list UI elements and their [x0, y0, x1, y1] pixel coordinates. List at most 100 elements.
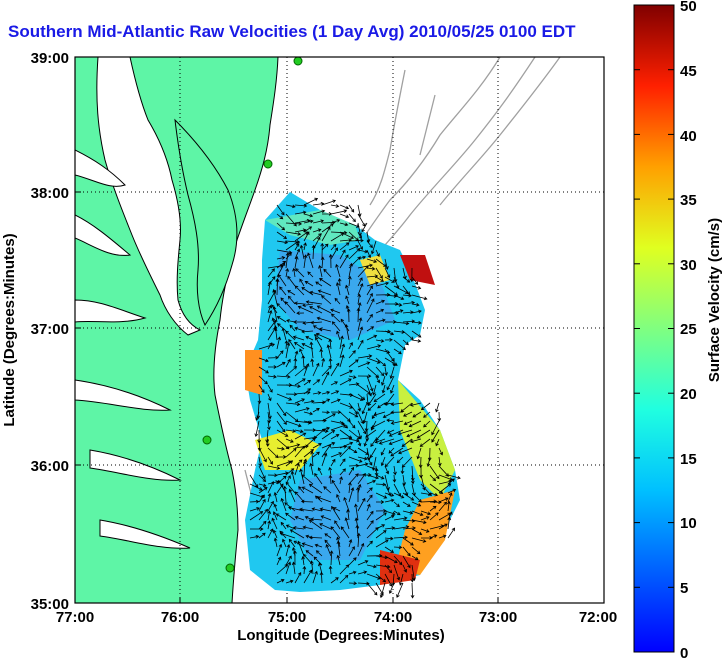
velocity-arrow — [357, 560, 369, 566]
velocity-arrow — [301, 474, 314, 485]
velocity-arrow — [348, 402, 358, 415]
velocity-arrow — [429, 512, 439, 521]
velocity-arrow — [276, 420, 286, 433]
velocity-arrow — [272, 288, 278, 305]
velocity-arrow — [401, 456, 413, 468]
y-axis-label: Latitude (Degrees:Minutes) — [1, 233, 18, 426]
velocity-arrow — [302, 321, 314, 325]
velocity-arrow — [375, 474, 385, 480]
velocity-arrow — [296, 311, 305, 316]
velocity-arrow — [285, 468, 295, 476]
velocity-arrow — [293, 357, 298, 368]
velocity-arrow — [280, 521, 287, 530]
y-tick-label: 35:00 — [31, 596, 69, 613]
colorbar-tick-label: 40 — [680, 128, 697, 145]
velocity-arrow — [276, 336, 281, 350]
velocity-arrow — [339, 242, 350, 251]
velocity-arrow — [303, 388, 311, 395]
velocity-arrow — [379, 582, 386, 599]
velocity-arrow — [393, 492, 405, 499]
velocity-arrow — [311, 507, 323, 512]
velocity-arrow — [279, 532, 296, 539]
velocity-arrow — [329, 550, 334, 566]
velocity-arrow — [249, 483, 263, 491]
velocity-arrow — [388, 429, 404, 437]
velocity-arrow — [294, 445, 305, 458]
velocity-arrow — [348, 481, 352, 494]
velocity-arrow — [303, 242, 307, 251]
velocity-arrow — [276, 543, 283, 557]
velocity-arrow — [375, 281, 390, 287]
velocity-arrow — [321, 452, 328, 467]
velocity-arrow — [420, 528, 430, 533]
velocity-arrow — [330, 458, 336, 467]
velocity-arrow — [384, 514, 395, 521]
velocity-arrow — [357, 472, 366, 485]
velocity-arrow — [315, 550, 323, 557]
velocity-arrow — [267, 393, 272, 402]
velocity-arrow — [366, 326, 375, 332]
velocity-arrow — [315, 336, 323, 350]
velocity-arrow — [309, 306, 323, 314]
velocity-arrow — [276, 316, 287, 323]
velocity-arrow — [366, 479, 377, 485]
velocity-arrow — [285, 268, 290, 278]
velocity-arrow — [299, 244, 305, 260]
velocity-arrow — [276, 455, 287, 459]
velocity-arrow — [339, 369, 353, 377]
velocity-arrow — [279, 286, 287, 296]
velocity-arrow — [406, 429, 422, 438]
velocity-arrow — [303, 254, 308, 269]
velocity-arrow — [384, 546, 395, 553]
velocity-arrow — [330, 398, 341, 404]
velocity-arrow — [295, 268, 305, 278]
velocity-arrow — [384, 258, 389, 270]
velocity-arrow — [314, 543, 323, 548]
velocity-arrow — [355, 524, 360, 539]
velocity-arrow — [312, 219, 325, 224]
velocity-arrow — [285, 555, 292, 566]
velocity-arrow — [312, 408, 320, 413]
velocity-arrow — [366, 573, 381, 580]
velocity-arrow — [294, 459, 303, 467]
velocity-arrow — [287, 295, 296, 305]
velocity-arrow — [267, 500, 274, 512]
velocity-arrow — [318, 264, 323, 278]
velocity-arrow — [416, 447, 422, 460]
velocity-arrow — [410, 573, 415, 583]
velocity-arrow — [321, 199, 337, 206]
velocity-arrow — [402, 555, 411, 569]
velocity-arrow — [297, 540, 305, 557]
velocity-arrow — [357, 570, 368, 575]
velocity-arrow — [267, 456, 273, 465]
velocity-arrow — [384, 465, 390, 475]
velocity-arrow — [384, 337, 393, 342]
velocity-arrow — [258, 487, 268, 494]
velocity-arrow — [285, 252, 290, 269]
velocity-arrow — [366, 456, 373, 466]
velocity-arrow — [348, 375, 357, 379]
velocity-arrow — [357, 263, 373, 269]
velocity-arrow — [285, 384, 301, 389]
velocity-arrow — [309, 560, 314, 575]
velocity-arrow — [307, 271, 314, 278]
velocity-arrow — [287, 275, 296, 287]
velocity-arrow — [363, 438, 368, 447]
velocity-arrow — [276, 256, 286, 260]
velocity-arrow — [410, 582, 415, 599]
velocity-arrow — [294, 210, 307, 215]
velocity-arrow — [420, 510, 432, 516]
velocity-arrow — [312, 428, 326, 440]
velocity-arrow — [288, 488, 296, 503]
velocity-arrow — [328, 338, 333, 350]
velocity-arrow — [294, 390, 311, 395]
velocity-arrow — [316, 316, 332, 323]
velocity-arrow — [390, 420, 404, 425]
velocity-arrow — [429, 492, 439, 497]
velocity-arrow — [356, 486, 360, 502]
velocity-arrow — [438, 534, 447, 539]
velocity-arrow — [384, 526, 396, 530]
velocity-arrow — [330, 313, 341, 323]
velocity-arrow — [348, 411, 359, 418]
velocity-arrow — [402, 300, 416, 305]
